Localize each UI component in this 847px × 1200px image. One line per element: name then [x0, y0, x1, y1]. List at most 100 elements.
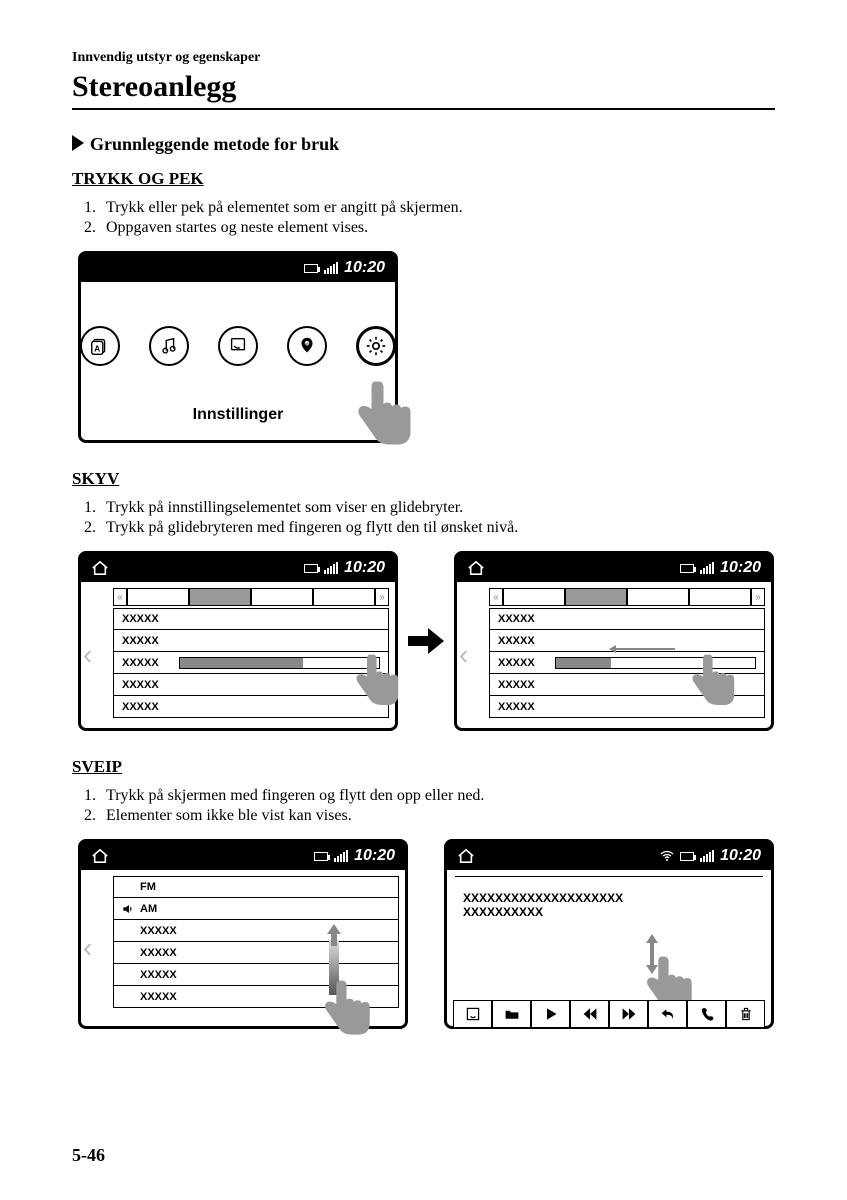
list-item[interactable]: XXXXX: [113, 696, 389, 718]
list-item[interactable]: XXXXX: [113, 674, 389, 696]
text-line: XXXXXXXXXX: [463, 905, 761, 919]
row-label: XXXXX: [122, 613, 159, 625]
battery-icon: [680, 564, 694, 573]
chevron-left-icon[interactable]: ‹: [83, 639, 92, 671]
screen-label: Innstillinger: [81, 406, 395, 424]
row-label: XXXXX: [498, 613, 535, 625]
tab[interactable]: [127, 588, 189, 606]
home-icon[interactable]: [91, 560, 109, 576]
clock: 10:20: [720, 847, 761, 865]
battery-icon: [304, 564, 318, 573]
list-item[interactable]: XXXXX: [489, 608, 765, 630]
clock: 10:20: [354, 847, 395, 865]
tab[interactable]: [689, 588, 751, 606]
home-icon[interactable]: [457, 848, 475, 864]
list-item[interactable]: XXXXX: [113, 920, 399, 942]
row-label: XXXXX: [498, 657, 535, 669]
back-button[interactable]: [648, 1000, 687, 1028]
row-label: XXXXX: [140, 969, 177, 981]
status-bar: 10:20: [81, 554, 395, 582]
tab[interactable]: [251, 588, 313, 606]
signal-icon: [700, 850, 714, 862]
finger-icon: [317, 970, 377, 1052]
status-bar: 10:20: [81, 842, 405, 870]
skyv-heading: SKYV: [72, 469, 775, 489]
text-line: XXXXXXXXXXXXXXXXXXXX: [463, 891, 761, 905]
row-label: XXXXX: [498, 701, 535, 713]
wifi-icon: [660, 850, 674, 862]
home-icon[interactable]: [467, 560, 485, 576]
tab-scroll-right[interactable]: »: [751, 588, 765, 606]
sveip-heading: SVEIP: [72, 757, 775, 777]
row-label: XXXXX: [122, 679, 159, 691]
skyv-steps: Trykk på innstillingselementet som viser…: [100, 499, 775, 537]
music-icon[interactable]: [149, 326, 189, 366]
tab-active[interactable]: [189, 588, 251, 606]
row-label: XXXXX: [498, 679, 535, 691]
finger-icon: [349, 644, 405, 722]
list-item: Trykk på skjermen med fingeren og flytt …: [100, 787, 775, 805]
status-bar: 10:20: [81, 254, 395, 282]
trykk-steps: Trykk eller pek på elementet som er angi…: [100, 199, 775, 237]
speaker-icon: [122, 903, 134, 915]
tab[interactable]: [313, 588, 375, 606]
screen-skyv-before: 10:20 ‹ « » XXXXX XXXXX XXXXX XXXXX XXXX…: [78, 551, 398, 731]
finger-icon: [685, 644, 741, 722]
row-label: XXXXX: [140, 947, 177, 959]
list-item[interactable]: XXXXX: [113, 942, 399, 964]
list-item: Elementer som ikke ble vist kan vises.: [100, 807, 775, 825]
tab-scroll-right[interactable]: »: [375, 588, 389, 606]
clock: 10:20: [344, 559, 385, 577]
list-item-slider[interactable]: XXXXX: [113, 652, 389, 674]
play-button[interactable]: [531, 1000, 570, 1028]
screen-sveip-right: 10:20 XXXXXXXXXXXXXXXXXXXX XXXXXXXXXX: [444, 839, 774, 1029]
list-item[interactable]: XXXXX: [113, 608, 389, 630]
call-button[interactable]: [687, 1000, 726, 1028]
arrow-right-icon: [408, 626, 444, 656]
list-item[interactable]: XXXXX: [113, 630, 389, 652]
list-item-active[interactable]: AM: [113, 898, 399, 920]
row-label: XXXXX: [122, 635, 159, 647]
tab[interactable]: [627, 588, 689, 606]
row-label: XXXXX: [122, 701, 159, 713]
status-bar: 10:20: [457, 554, 771, 582]
app-icon[interactable]: AA: [80, 326, 120, 366]
svg-text:A: A: [94, 345, 100, 354]
row-label: XXXXX: [140, 925, 177, 937]
row-label: FM: [140, 881, 156, 893]
media-controls: [453, 1000, 765, 1028]
list-item: Trykk eller pek på elementet som er angi…: [100, 199, 775, 217]
svg-text:NAV: NAV: [304, 342, 312, 346]
tab-active[interactable]: [565, 588, 627, 606]
tab-scroll-left[interactable]: «: [113, 588, 127, 606]
page-number: 5-46: [72, 1145, 105, 1166]
settings-icon[interactable]: [356, 326, 396, 366]
trykk-heading: TRYKK OG PEK: [72, 169, 775, 189]
chevron-left-icon[interactable]: ‹: [83, 932, 92, 964]
home-icon[interactable]: [91, 848, 109, 864]
nav-icon[interactable]: NAV: [287, 326, 327, 366]
tab-scroll-left[interactable]: «: [489, 588, 503, 606]
row-label: XXXXX: [122, 657, 159, 669]
list-item: Oppgaven startes og neste element vises.: [100, 219, 775, 237]
arrow-up-icon: [325, 924, 343, 946]
signal-icon: [334, 850, 348, 862]
chevron-left-icon[interactable]: ‹: [459, 639, 468, 671]
battery-icon: [314, 852, 328, 861]
tab[interactable]: [503, 588, 565, 606]
row-label: AM: [140, 903, 157, 915]
list-item: Trykk på glidebryteren med fingeren og f…: [100, 519, 775, 537]
battery-icon: [680, 852, 694, 861]
delete-button[interactable]: [726, 1000, 765, 1028]
content-text: XXXXXXXXXXXXXXXXXXXX XXXXXXXXXX: [447, 877, 771, 919]
battery-icon: [304, 264, 318, 273]
list-item[interactable]: FM: [113, 876, 399, 898]
sveip-steps: Trykk på skjermen med fingeren og flytt …: [100, 787, 775, 825]
screen-trykk: 10:20 AA NAV Innstillinger: [78, 251, 398, 443]
phone-screen-icon[interactable]: [218, 326, 258, 366]
phonebook-button[interactable]: [453, 1000, 492, 1028]
folder-button[interactable]: [492, 1000, 531, 1028]
row-label: XXXXX: [140, 991, 177, 1003]
prev-button[interactable]: [570, 1000, 609, 1028]
next-button[interactable]: [609, 1000, 648, 1028]
